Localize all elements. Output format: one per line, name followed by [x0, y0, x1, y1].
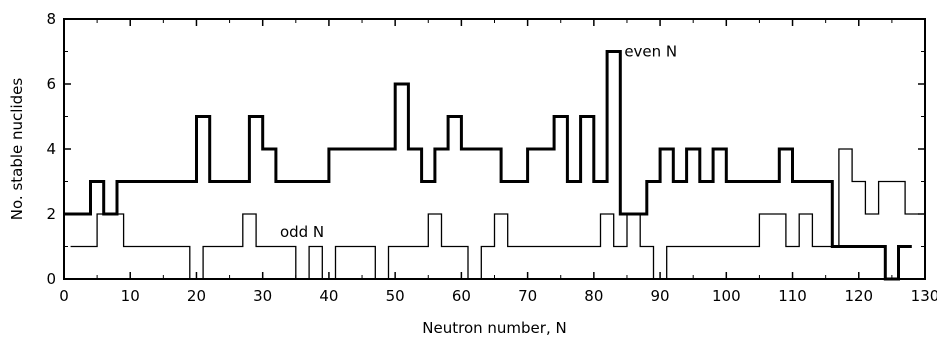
x-tick-label-8: 80: [584, 287, 603, 305]
x-axis-ticks: 0 10 20 30 40 50 60 70 80 90 100 110 120 130: [59, 19, 937, 305]
x-tick-label-12: 120: [844, 287, 873, 305]
x-tick-label-1: 10: [121, 287, 140, 305]
plot-frame: [63, 18, 926, 280]
x-tick-label-7: 70: [518, 287, 537, 305]
y-tick-label-1: 2: [46, 205, 56, 223]
series-line-even: [64, 50, 912, 281]
x-tick-label-6: 60: [452, 287, 471, 305]
annotation-even: even N: [624, 43, 677, 61]
x-tick-label-11: 110: [778, 287, 807, 305]
y-tick-label-0: 0: [46, 270, 56, 288]
annotation-odd: odd N: [280, 223, 324, 241]
x-tick-label-9: 90: [651, 287, 670, 305]
y-tick-label-4: 8: [46, 10, 56, 28]
series-line-odd: [70, 148, 919, 280]
x-tick-label-3: 30: [253, 287, 272, 305]
annotations: even N odd N: [280, 43, 677, 241]
x-tick-label-5: 50: [386, 287, 405, 305]
y-axis-label: No. stable nuclides: [8, 78, 26, 221]
x-axis-label: Neutron number, N: [422, 319, 566, 337]
y-tick-label-2: 4: [46, 140, 56, 158]
x-tick-label-10: 100: [712, 287, 741, 305]
x-tick-label-0: 0: [59, 287, 69, 305]
x-tick-label-13: 130: [911, 287, 937, 305]
y-tick-label-3: 6: [46, 75, 56, 93]
x-tick-label-4: 40: [319, 287, 338, 305]
x-tick-label-2: 20: [187, 287, 206, 305]
series-layer: [64, 50, 919, 281]
